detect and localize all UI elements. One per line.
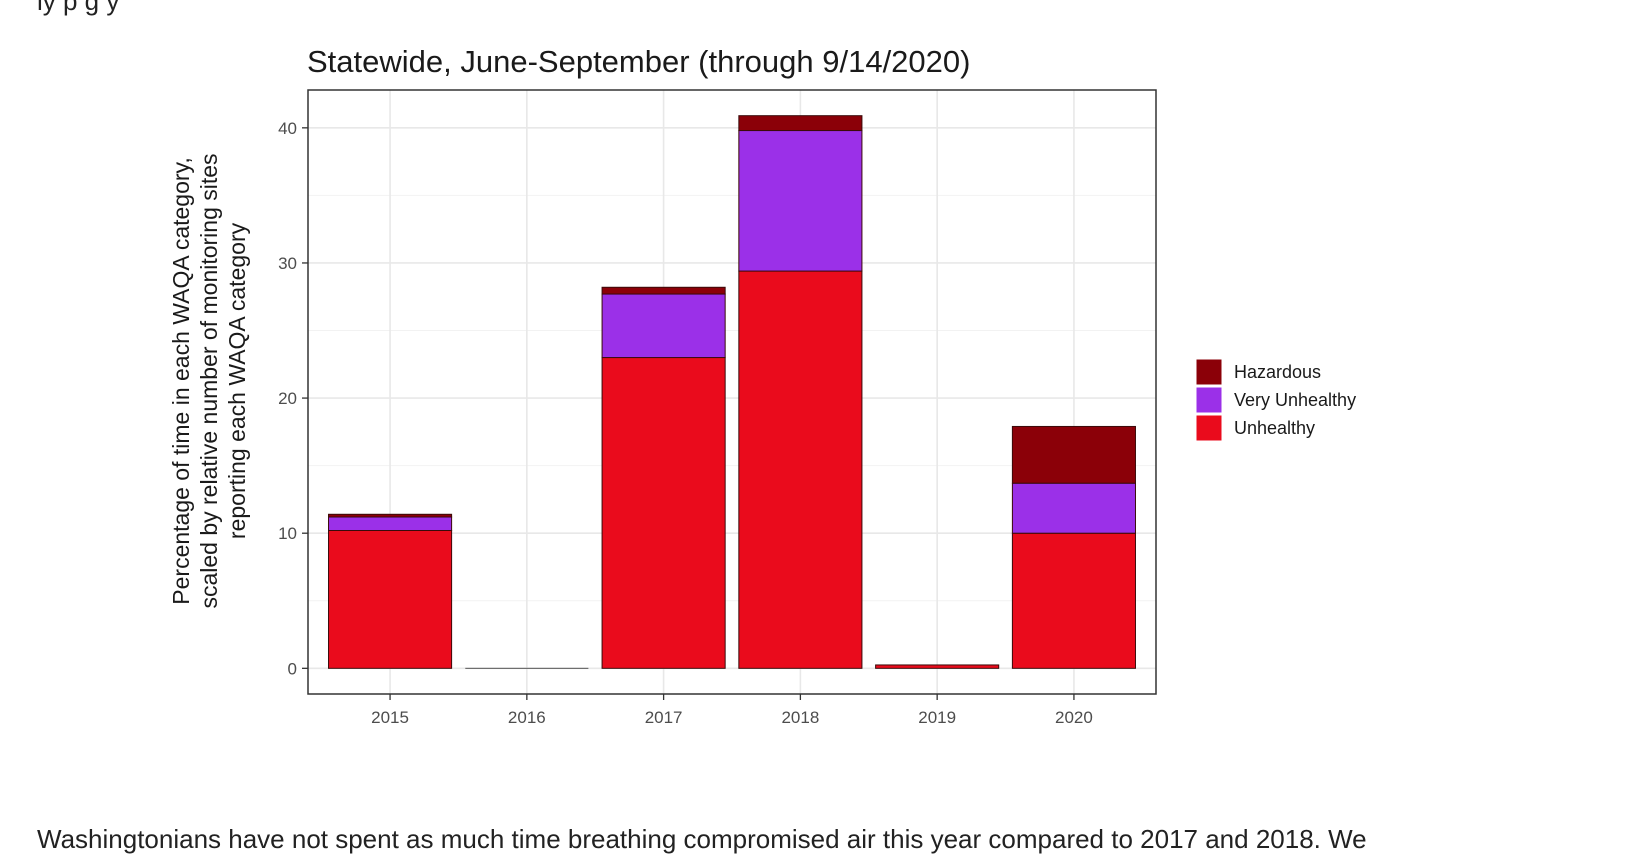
x-tick-label-2016: 2016 bbox=[508, 708, 546, 727]
bar-segment-2015-hazardous bbox=[328, 513, 453, 518]
y-tick-label: 30 bbox=[278, 254, 297, 273]
bar-segment-2017-unhealthy bbox=[601, 357, 726, 669]
y-tick-label: 0 bbox=[288, 659, 297, 678]
legend-swatch-very-unhealthy bbox=[1195, 386, 1223, 414]
x-tick-label-2018: 2018 bbox=[781, 708, 819, 727]
legend-label: Unhealthy bbox=[1234, 418, 1315, 438]
chart-title: Statewide, June-September (through 9/14/… bbox=[307, 44, 970, 79]
legend-label: Hazardous bbox=[1234, 362, 1321, 382]
y-tick-label: 20 bbox=[278, 389, 297, 408]
bottom-partial-text: Washingtonians have not spent as much ti… bbox=[37, 824, 1367, 854]
bar-segment-2017-very-unhealthy bbox=[601, 293, 726, 359]
bar-segment-2015-unhealthy bbox=[328, 530, 453, 669]
bar-segment-2020-unhealthy bbox=[1011, 532, 1136, 669]
legend-swatch-unhealthy bbox=[1195, 414, 1223, 442]
bar-segment-2019-unhealthy bbox=[875, 664, 1000, 669]
bar-segment-2018-very-unhealthy bbox=[738, 130, 863, 272]
y-axis-label-line: scaled by relative number of monitoring … bbox=[196, 153, 222, 608]
top-partial-text: ly p g y bbox=[37, 0, 120, 16]
y-tick-label: 40 bbox=[278, 119, 297, 138]
bar-segment-2018-unhealthy bbox=[738, 270, 863, 669]
x-axis: 2015 2016 2017 2018 2019 2020 bbox=[371, 694, 1093, 727]
bar-segment-2018-hazardous bbox=[738, 115, 863, 132]
bar-segment-2015-very-unhealthy bbox=[328, 516, 453, 532]
bars bbox=[328, 115, 1136, 669]
legend-swatch-hazardous bbox=[1195, 358, 1223, 386]
x-tick-label-2019: 2019 bbox=[918, 708, 956, 727]
x-tick-label-2017: 2017 bbox=[645, 708, 683, 727]
bar-segment-2020-very-unhealthy bbox=[1011, 482, 1136, 534]
plot-border bbox=[307, 89, 1157, 695]
x-tick-label-2020: 2020 bbox=[1055, 708, 1093, 727]
legend: Hazardous Very Unhealthy Unhealthy bbox=[1195, 358, 1356, 442]
y-axis: 0 10 20 30 40 bbox=[278, 119, 308, 678]
y-axis-label-line: reporting each WAQA category bbox=[224, 222, 250, 539]
y-axis-label-line: Percentage of time in each WAQA category… bbox=[168, 157, 194, 604]
y-tick-label: 10 bbox=[278, 524, 297, 543]
y-axis-label: Percentage of time in each WAQA category… bbox=[168, 153, 250, 608]
x-tick-label-2015: 2015 bbox=[371, 708, 409, 727]
bar-segment-2020-hazardous bbox=[1011, 425, 1136, 484]
bar-empty-2016 bbox=[465, 667, 589, 669]
bar-segment-2017-hazardous bbox=[601, 286, 726, 295]
legend-label: Very Unhealthy bbox=[1234, 390, 1356, 410]
